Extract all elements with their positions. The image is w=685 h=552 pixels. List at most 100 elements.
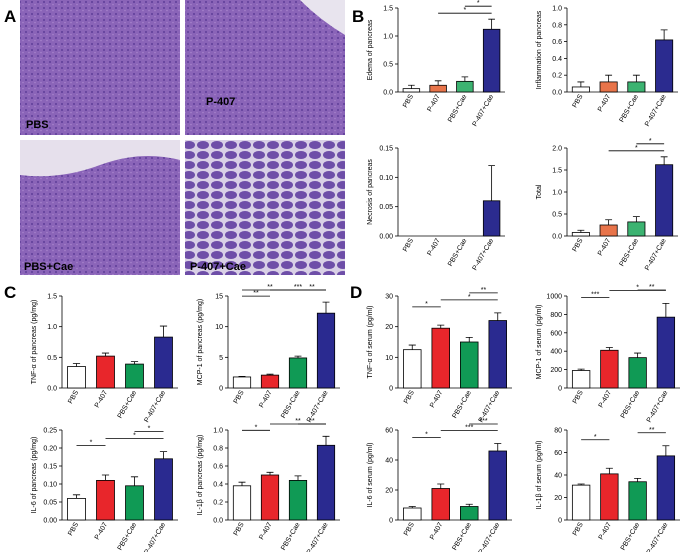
x-tick-label: PBS — [402, 237, 415, 253]
bar — [488, 320, 507, 389]
image-label: PBS+Cae — [24, 261, 73, 273]
x-tick-label: PBS+Cae — [447, 93, 469, 123]
y-tick-label: 1.0 — [213, 428, 223, 435]
bar — [260, 474, 280, 521]
error-bar — [408, 344, 416, 350]
y-axis-label: MCP-1 of pancreas (pg/mg) — [197, 299, 204, 385]
y-tick-label: 0.2 — [552, 73, 562, 80]
error-bar — [434, 80, 442, 86]
x-tick-label: PBS — [403, 521, 416, 537]
y-tick-label: 0.5 — [47, 355, 57, 362]
error-bar — [662, 445, 670, 456]
y-tick-label: 0.05 — [379, 204, 393, 211]
bar — [232, 485, 252, 521]
significance-label: *** — [465, 425, 473, 432]
x-tick-label: P-407 — [258, 389, 273, 409]
error-bar — [605, 347, 613, 351]
bar — [460, 341, 479, 389]
y-tick-label: 1.0 — [552, 6, 562, 13]
significance-label: * — [635, 145, 638, 152]
significance-label: * — [133, 433, 136, 440]
bar — [600, 349, 619, 389]
significance-label: * — [649, 138, 652, 145]
significance-label: ** — [481, 287, 487, 294]
y-axis-label: IL-1β of pancreas (pg/mg) — [197, 435, 204, 516]
bar — [482, 200, 501, 237]
error-bar — [465, 337, 473, 342]
y-tick-label: 10 — [385, 355, 393, 362]
y-axis-label: IL-6 of pancreas (pg/mg) — [31, 437, 38, 514]
y-tick-label: 0.8 — [213, 446, 223, 453]
error-bar — [634, 477, 642, 482]
error-bar — [101, 474, 110, 481]
bar — [125, 363, 144, 389]
error-bar — [72, 494, 81, 499]
y-tick-label: 0 — [389, 518, 393, 525]
y-axis-label: Total — [536, 184, 543, 199]
bar — [67, 366, 86, 389]
y-tick-label: 800 — [550, 312, 562, 319]
bar — [316, 312, 336, 389]
significance-label: * — [90, 440, 93, 447]
error-bar — [488, 165, 495, 201]
bar — [403, 507, 422, 521]
error-bar — [294, 475, 302, 481]
error-bar — [408, 84, 415, 89]
error-bar — [72, 363, 81, 367]
error-bar — [632, 74, 640, 82]
x-tick-label: P-407 — [426, 93, 441, 113]
x-tick-label: P-407+Cae — [478, 521, 502, 552]
bar — [571, 86, 590, 93]
x-tick-label: PBS — [572, 237, 585, 253]
significance-label: ** — [649, 427, 655, 434]
bar — [431, 488, 450, 521]
error-bar — [266, 373, 274, 376]
bar — [655, 39, 674, 93]
y-tick-label: 60 — [554, 450, 562, 457]
x-tick-label: P-407 — [426, 237, 441, 257]
significance-label: ** — [267, 284, 273, 291]
error-bar — [605, 219, 613, 225]
x-tick-label: P-407 — [598, 389, 613, 409]
bar — [260, 374, 280, 389]
x-tick-label: P-407 — [597, 93, 612, 113]
error-bar — [322, 301, 330, 314]
bar — [600, 473, 619, 521]
x-tick-label: PBS — [572, 93, 585, 109]
significance-label: ** — [649, 284, 655, 291]
significance-label: * — [594, 434, 597, 441]
y-tick-label: 0.0 — [47, 386, 57, 393]
x-tick-label: PBS — [572, 389, 585, 405]
error-bar — [577, 229, 585, 233]
y-tick-label: 5 — [219, 355, 223, 362]
significance-label: *** — [591, 291, 599, 298]
x-tick-label: P-407 — [429, 521, 444, 541]
error-bar — [322, 435, 330, 446]
error-bar — [294, 355, 302, 358]
error-bar — [408, 506, 416, 508]
image-label: PBS — [26, 119, 49, 131]
error-bar — [634, 352, 642, 358]
y-tick-label: 0.6 — [552, 39, 562, 46]
x-tick-label: PBS+Cae — [280, 389, 302, 419]
bar — [67, 497, 86, 521]
x-tick-label: PBS+Cae — [447, 237, 469, 267]
y-axis-label: TNF-α of pancreas (pg/mg) — [31, 300, 38, 385]
bar — [655, 164, 674, 237]
x-tick-label: P-407 — [94, 521, 109, 541]
x-tick-label: PBS+Cae — [280, 521, 302, 551]
bar — [96, 355, 115, 389]
error-bar — [238, 481, 246, 486]
bar — [456, 80, 474, 93]
y-tick-label: 60 — [385, 428, 393, 435]
y-axis-label: Inflammation of pancreas — [536, 10, 543, 89]
error-bar — [577, 483, 585, 486]
y-tick-label: 0.4 — [552, 56, 562, 63]
y-tick-label: 0 — [219, 386, 223, 393]
bar — [656, 455, 676, 521]
x-tick-label: P-407+Cae — [646, 521, 670, 552]
y-tick-label: 0.0 — [552, 234, 562, 241]
significance-label: ** — [295, 418, 301, 425]
y-tick-label: 0.0 — [383, 90, 393, 97]
significance-label: * — [636, 284, 639, 291]
